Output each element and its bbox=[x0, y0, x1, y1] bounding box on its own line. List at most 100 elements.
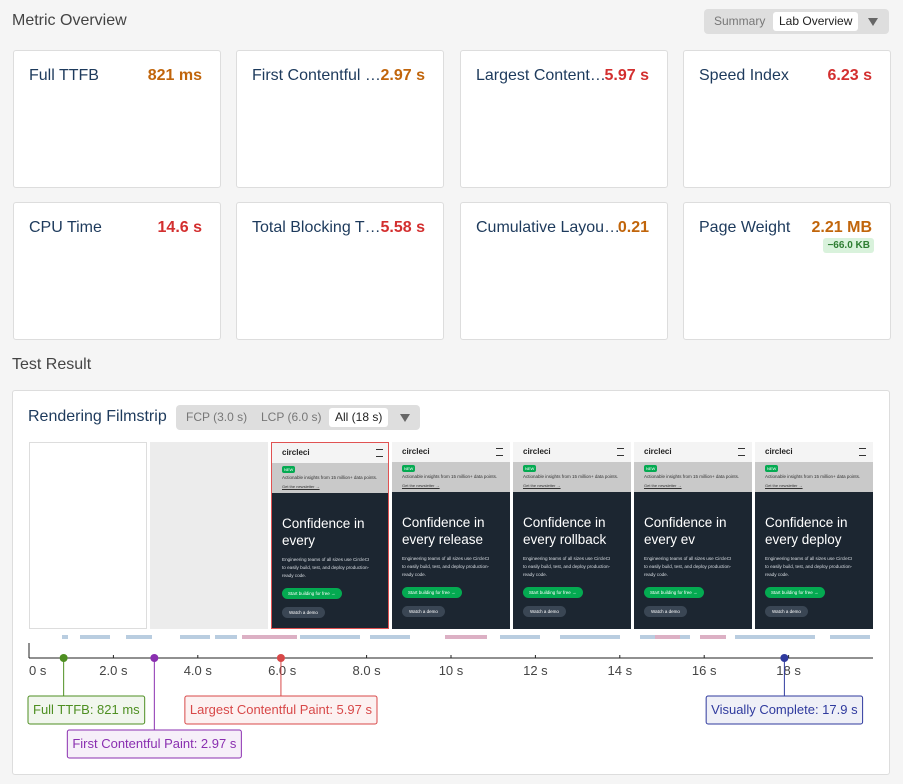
page-link: Get the newsletter → bbox=[765, 483, 803, 488]
page-body: Engineering teams of all sizes use Circl… bbox=[402, 556, 490, 577]
metric-card[interactable]: Cumulative Layou… 0.21 bbox=[460, 202, 668, 340]
menu-icon bbox=[738, 448, 745, 456]
metric-delta: −66.0 KB bbox=[823, 238, 874, 253]
metric-card[interactable]: Full TTFB 821 ms bbox=[13, 50, 221, 188]
page-banner-text: Actionable insights from 15 million+ dat… bbox=[402, 474, 498, 479]
page-banner-text: Actionable insights from 15 million+ dat… bbox=[523, 474, 619, 479]
page-logo: circleci bbox=[644, 447, 672, 456]
metric-card[interactable]: Total Blocking T… 5.58 s bbox=[236, 202, 444, 340]
view-option[interactable]: Lab Overview bbox=[773, 12, 859, 31]
filmstrip-tabs[interactable]: FCP (3.0 s) LCP (6.0 s) All (18 s) bbox=[176, 405, 420, 430]
page-link: Get the newsletter → bbox=[644, 483, 682, 488]
metric-card[interactable]: Largest Content… 5.97 s bbox=[460, 50, 668, 188]
metric-name: Cumulative Layou… bbox=[476, 219, 621, 236]
blank-frame bbox=[29, 442, 147, 629]
filmstrip-tab[interactable]: All (18 s) bbox=[329, 408, 389, 427]
page-headline: every bbox=[282, 533, 316, 548]
page-navbar bbox=[392, 442, 510, 462]
page-badge: NEW bbox=[402, 465, 416, 472]
page-headline: Confidence in bbox=[765, 515, 848, 530]
metric-value: 0.21 bbox=[617, 219, 649, 236]
page-cta: Start building for free → bbox=[402, 587, 462, 598]
filmstrip-title: Rendering Filmstrip bbox=[28, 408, 167, 425]
page-headline: every release bbox=[402, 532, 484, 547]
section-title: Metric Overview bbox=[12, 12, 127, 29]
page-cta: Start building for free → bbox=[644, 587, 704, 598]
metric-card[interactable]: CPU Time 14.6 s bbox=[13, 202, 221, 340]
dropdown-caret[interactable] bbox=[400, 414, 410, 422]
page-logo: circleci bbox=[523, 447, 551, 456]
page-headline: Confidence in bbox=[282, 516, 365, 531]
filmstrip-tab[interactable]: LCP (6.0 s) bbox=[261, 410, 322, 424]
page-headline: Confidence in bbox=[644, 515, 727, 530]
page-banner-text: Actionable insights from 15 million+ dat… bbox=[765, 474, 861, 479]
page-logo: circleci bbox=[402, 447, 430, 456]
page-link: Get the newsletter → bbox=[523, 483, 561, 488]
metric-name: Largest Content… bbox=[476, 67, 606, 84]
metric-value: 5.97 s bbox=[604, 67, 649, 84]
metric-name: Speed Index bbox=[699, 67, 789, 84]
menu-icon bbox=[496, 448, 503, 456]
metric-value: 5.58 s bbox=[380, 219, 425, 236]
page-navbar bbox=[755, 442, 873, 462]
metric-name: Page Weight bbox=[699, 219, 791, 236]
metric-value: 2.97 s bbox=[380, 67, 425, 84]
filmstrip-frame: circleci NEW Actionable insights from 15 m… bbox=[634, 442, 752, 629]
page-banner-text: Actionable insights from 15 million+ dat… bbox=[644, 474, 740, 479]
metric-name: Full TTFB bbox=[29, 67, 99, 84]
page-logo: circleci bbox=[765, 447, 793, 456]
page-secondary: Watch a demo bbox=[644, 606, 687, 617]
page-badge: NEW bbox=[282, 466, 296, 473]
page-logo: circleci bbox=[282, 448, 310, 457]
page-cta: Start building for free → bbox=[523, 587, 583, 598]
page-navbar bbox=[634, 442, 752, 462]
metric-name: First Contentful … bbox=[252, 67, 381, 84]
page-cta: Start building for free → bbox=[282, 588, 342, 599]
section-title: Test Result bbox=[12, 356, 92, 373]
metric-card[interactable]: Speed Index 6.23 s bbox=[683, 50, 891, 188]
page-headline: every deploy bbox=[765, 532, 842, 547]
filmstrip-frame: circleci NEW Actionable insights from 15 m… bbox=[513, 442, 631, 629]
page-headline: every rollback bbox=[523, 532, 607, 547]
filmstrip-frame: circleci NEW Actionable insights from 15 m… bbox=[755, 442, 873, 629]
page-secondary: Watch a demo bbox=[523, 606, 566, 617]
filmstrip-frame: circleci NEW Actionable insights from 15 m… bbox=[392, 442, 510, 629]
metric-card[interactable]: First Contentful … 2.97 s bbox=[236, 50, 444, 188]
view-option[interactable]: Summary bbox=[714, 14, 766, 28]
metric-value: 14.6 s bbox=[157, 219, 202, 236]
page-body: Engineering teams of all sizes use Circl… bbox=[523, 556, 611, 577]
metric-value: 821 ms bbox=[147, 67, 202, 84]
metric-card[interactable]: Page Weight 2.21 MB −66.0 KB bbox=[683, 202, 891, 340]
metric-value: 6.23 s bbox=[827, 67, 872, 84]
filmstrip-frame: circleci NEW Actionable insights from 15 m… bbox=[271, 442, 389, 629]
metric-value: 2.21 MB bbox=[811, 219, 872, 236]
page-badge: NEW bbox=[765, 465, 779, 472]
metric-name: Total Blocking T… bbox=[252, 219, 381, 236]
view-toggle[interactable]: Summary Lab Overview bbox=[704, 9, 889, 34]
menu-icon bbox=[859, 448, 866, 456]
page-headline: Confidence in bbox=[402, 515, 485, 530]
metric-name: CPU Time bbox=[29, 219, 102, 236]
page-secondary: Watch a demo bbox=[765, 606, 808, 617]
page-link: Get the newsletter → bbox=[282, 484, 320, 489]
page-headline: every ev bbox=[644, 532, 696, 547]
page-secondary: Watch a demo bbox=[282, 607, 325, 618]
page-body: Engineering teams of all sizes use Circl… bbox=[282, 557, 370, 578]
page-navbar bbox=[272, 443, 388, 463]
page-navbar bbox=[513, 442, 631, 462]
menu-icon bbox=[617, 448, 624, 456]
page-secondary: Watch a demo bbox=[402, 606, 445, 617]
page-banner-text: Actionable insights from 15 million+ dat… bbox=[282, 475, 378, 480]
dropdown-caret[interactable] bbox=[868, 18, 878, 26]
page-body: Engineering teams of all sizes use Circl… bbox=[644, 556, 732, 577]
menu-icon bbox=[376, 449, 383, 457]
page-link: Get the newsletter → bbox=[402, 483, 440, 488]
page-cta: Start building for free → bbox=[765, 587, 825, 598]
page-headline: Confidence in bbox=[523, 515, 606, 530]
page-body: Engineering teams of all sizes use Circl… bbox=[765, 556, 853, 577]
page-badge: NEW bbox=[523, 465, 537, 472]
blank-frame bbox=[150, 442, 268, 629]
page-badge: NEW bbox=[644, 465, 658, 472]
filmstrip-tab[interactable]: FCP (3.0 s) bbox=[186, 410, 248, 424]
